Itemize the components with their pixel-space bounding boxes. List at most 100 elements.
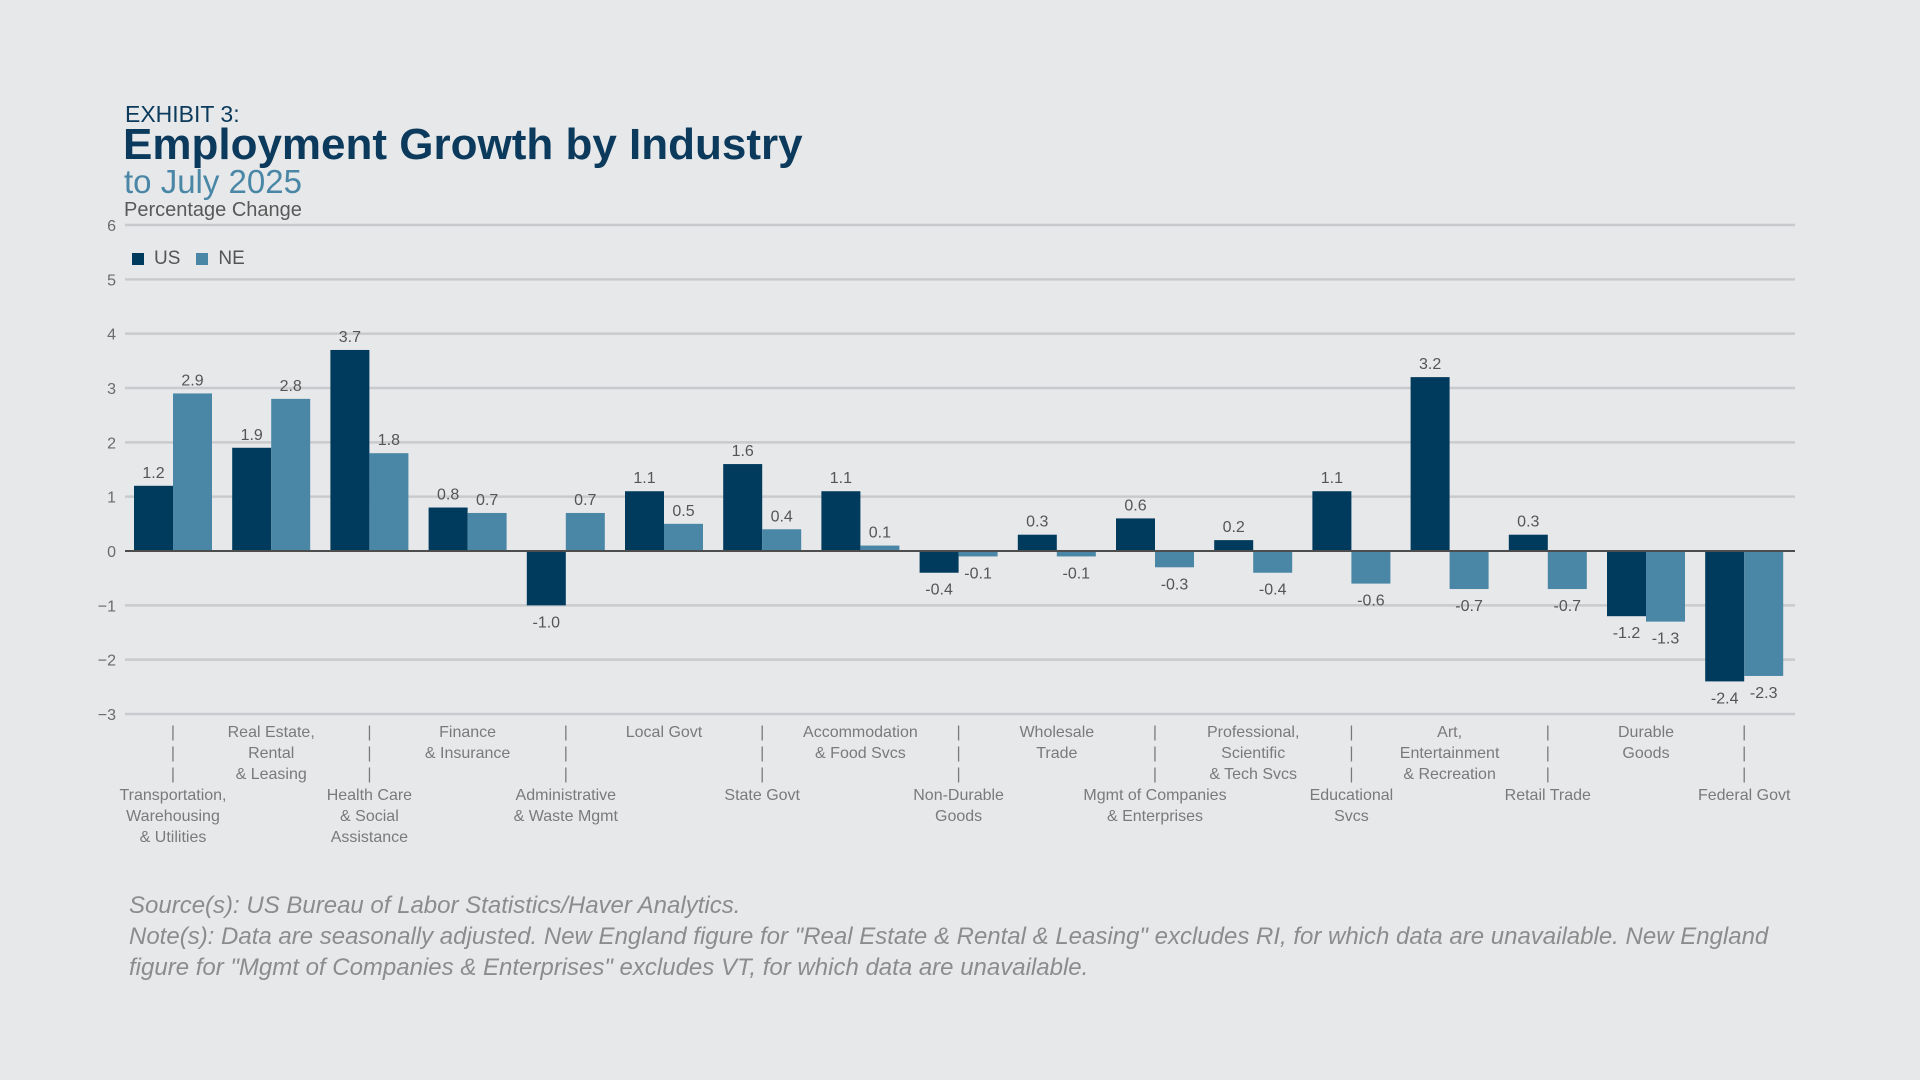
data-label-ne: 0.5	[672, 503, 694, 520]
y-tick-label: 3	[107, 381, 116, 398]
category-label: Assistance	[331, 829, 408, 846]
exhibit-label: EXHIBIT 3:	[125, 101, 240, 127]
bar-us	[134, 485, 173, 551]
category-label: Administrative	[516, 787, 617, 804]
bar-ne	[664, 523, 703, 551]
bar-us	[1410, 377, 1450, 551]
data-label-ne: -2.3	[1750, 685, 1778, 702]
category-label: & Leasing	[236, 766, 307, 783]
data-label-us: 1.6	[732, 443, 754, 460]
category-tick: |	[564, 724, 568, 741]
category-tick: |	[1349, 745, 1353, 762]
category-label: Durable	[1618, 724, 1674, 741]
data-label-us: 1.2	[142, 465, 164, 482]
legend-swatch-us	[132, 253, 144, 265]
bar-ne	[467, 512, 507, 551]
category-label: Entertainment	[1400, 745, 1500, 762]
category-label: Professional,	[1207, 724, 1300, 741]
data-label-ne: -0.7	[1554, 598, 1582, 615]
data-label-us: 1.1	[1321, 470, 1343, 487]
legend-label-us: US	[154, 248, 181, 269]
category-label: Goods	[1622, 745, 1669, 762]
category-label: Federal Govt	[1698, 787, 1791, 804]
legend-item-ne: NE	[196, 248, 245, 270]
category-label: State Govt	[724, 787, 800, 804]
data-label-ne: -0.7	[1455, 598, 1483, 615]
bar-us	[1116, 518, 1155, 551]
bar-ne	[958, 551, 998, 557]
bar-ne	[565, 512, 605, 551]
data-label-us: -1.2	[1613, 625, 1641, 642]
category-label: & Recreation	[1403, 766, 1496, 783]
legend-label-ne: NE	[218, 248, 245, 269]
bar-us	[723, 464, 763, 551]
legend: US NE	[132, 248, 261, 270]
category-label: Art,	[1437, 724, 1462, 741]
category-label: Retail Trade	[1505, 787, 1591, 804]
category-label: & Waste Mgmt	[514, 808, 619, 825]
category-tick: |	[1546, 724, 1550, 741]
data-label-ne: 2.8	[280, 378, 302, 395]
bar-us	[526, 551, 566, 606]
data-label-us: 1.1	[830, 470, 852, 487]
bar-ne	[1547, 551, 1587, 590]
data-label-ne: 1.8	[378, 432, 400, 449]
data-note: Note(s): Data are seasonally adjusted. N…	[129, 923, 1769, 981]
y-tick-label: 0	[107, 544, 116, 561]
bar-us	[821, 491, 861, 551]
category-tick: |	[367, 745, 371, 762]
category-tick: |	[171, 766, 175, 783]
category-label: & Tech Svcs	[1209, 766, 1297, 783]
data-label-us: 0.6	[1124, 497, 1146, 514]
category-label: Trade	[1036, 745, 1077, 762]
category-label: & Social	[340, 808, 399, 825]
category-tick: |	[1742, 745, 1746, 762]
data-label-us: 0.2	[1223, 519, 1245, 536]
bar-ne	[271, 398, 311, 551]
bar-ne	[1056, 551, 1096, 557]
data-label-ne: 2.9	[181, 372, 203, 389]
bar-ne	[1646, 551, 1685, 622]
bar-ne	[1253, 551, 1293, 573]
category-tick: |	[1153, 745, 1157, 762]
bar-ne	[173, 393, 212, 551]
category-tick: |	[957, 724, 961, 741]
category-tick: |	[171, 745, 175, 762]
category-label: Finance	[439, 724, 496, 741]
bar-ne	[1351, 551, 1391, 584]
category-tick: |	[1742, 724, 1746, 741]
data-label-ne: -0.6	[1357, 593, 1385, 610]
category-tick: |	[760, 745, 764, 762]
data-label-us: -0.4	[925, 582, 953, 599]
category-label: Transportation,	[119, 787, 226, 804]
category-tick: |	[1349, 766, 1353, 783]
category-tick: |	[171, 724, 175, 741]
data-label-us: 3.2	[1419, 356, 1441, 373]
data-label-ne: -0.3	[1161, 576, 1189, 593]
bar-us	[1312, 491, 1352, 551]
bar-us	[428, 507, 468, 551]
bar-us	[330, 349, 370, 551]
category-label: Real Estate,	[228, 724, 315, 741]
y-tick-label: 5	[107, 272, 116, 289]
data-label-ne: -0.1	[1063, 565, 1091, 582]
data-label-us: 0.8	[437, 487, 459, 504]
legend-item-us: US	[132, 248, 180, 270]
data-label-ne: 0.7	[476, 492, 498, 509]
category-tick: |	[367, 724, 371, 741]
data-label-us: 0.3	[1517, 514, 1539, 531]
category-tick: |	[1349, 724, 1353, 741]
category-label: Educational	[1310, 787, 1394, 804]
bar-us	[1705, 551, 1745, 682]
category-label: Goods	[935, 808, 982, 825]
bar-ne	[762, 529, 802, 551]
chart-title: Employment Growth by Industry	[123, 120, 803, 169]
category-label: & Utilities	[140, 829, 207, 846]
bar-ne	[1449, 551, 1489, 590]
bar-ne	[1744, 551, 1784, 676]
category-label: Non-Durable	[913, 787, 1004, 804]
y-axis-label: Percentage Change	[124, 199, 302, 221]
category-tick: |	[1546, 766, 1550, 783]
chart-subtitle: to July 2025	[124, 163, 302, 200]
